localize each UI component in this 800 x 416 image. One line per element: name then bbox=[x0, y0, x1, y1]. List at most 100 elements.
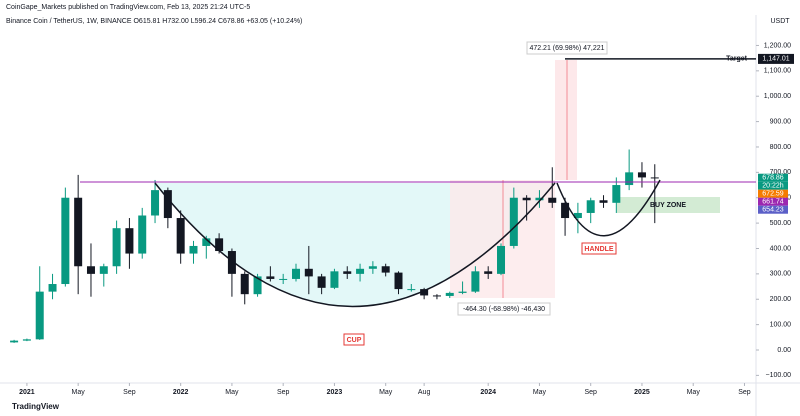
price-tag bbox=[758, 205, 788, 214]
candle-body bbox=[599, 200, 608, 203]
y-tick-label: 900.00 bbox=[770, 118, 792, 125]
y-tick-label: 100.00 bbox=[770, 321, 792, 328]
candle-body bbox=[625, 172, 634, 186]
countdown-tag bbox=[758, 181, 788, 190]
candle-body bbox=[215, 238, 224, 252]
x-tick-label: Aug bbox=[418, 389, 431, 396]
candle-body bbox=[138, 215, 147, 254]
measure-down-label: -464.30 (-68.98%) -46,430 bbox=[463, 306, 545, 313]
x-tick-label: May bbox=[533, 389, 547, 396]
cup-box bbox=[343, 333, 365, 346]
cup-label: CUP bbox=[347, 337, 362, 344]
candle-body bbox=[48, 284, 57, 292]
candle-body bbox=[471, 271, 480, 292]
candle-body bbox=[484, 271, 493, 274]
target-tag bbox=[758, 53, 794, 64]
x-tick-label: 2023 bbox=[327, 389, 343, 396]
x-tick-label: Sep bbox=[584, 389, 597, 396]
candle-body bbox=[381, 266, 390, 273]
x-tick-label: 2024 bbox=[480, 389, 496, 396]
candle-body bbox=[432, 295, 441, 297]
y-tick-label: 1,200.00 bbox=[764, 42, 791, 49]
candle-body bbox=[10, 340, 19, 343]
candle-body bbox=[99, 266, 108, 274]
y-tick-label: 200.00 bbox=[770, 296, 792, 303]
buy-zone bbox=[617, 197, 720, 213]
measure-down-label-box bbox=[457, 302, 551, 316]
target-value: 1,147.01 bbox=[762, 56, 789, 63]
symbol-info: Binance Coin / TetherUS, 1W, BINANCE O61… bbox=[6, 18, 302, 25]
candle-body bbox=[125, 228, 134, 254]
y-tick-label: 300.00 bbox=[770, 271, 792, 278]
candle-body bbox=[573, 212, 582, 219]
measure-up-label: 472.21 (69.98%) 47,221 bbox=[529, 45, 604, 52]
currency: USDT bbox=[770, 18, 790, 25]
candle-body bbox=[61, 197, 70, 285]
candle-body bbox=[637, 172, 646, 178]
plot bbox=[10, 149, 659, 343]
candle-body bbox=[612, 185, 621, 203]
candle-body bbox=[176, 218, 185, 254]
candle-body bbox=[445, 292, 454, 296]
price-tag bbox=[758, 173, 788, 182]
candle-body bbox=[497, 245, 506, 274]
candle-body bbox=[279, 278, 288, 280]
candle-body bbox=[74, 197, 83, 267]
buy-zone-label: BUY ZONE bbox=[650, 202, 686, 209]
handle-box bbox=[581, 242, 617, 255]
x-tick-label: 2022 bbox=[173, 389, 189, 396]
x-tick-label: May bbox=[687, 389, 701, 396]
measure-up-box bbox=[555, 60, 577, 180]
x-tick-label: 2021 bbox=[19, 389, 35, 396]
candle-body bbox=[163, 190, 172, 219]
header: CoinGape_Markets published on TradingVie… bbox=[6, 4, 250, 11]
y-tick-label: 400.00 bbox=[770, 245, 792, 252]
y-tick-label: 700.00 bbox=[770, 169, 792, 176]
price-tag-label: 678.86 bbox=[762, 175, 784, 182]
candle-body bbox=[368, 266, 377, 269]
y-tick-label: 0.00 bbox=[777, 347, 791, 354]
candle-body bbox=[586, 200, 595, 213]
candle-body bbox=[356, 268, 365, 274]
price-tag bbox=[758, 189, 788, 198]
candle-body bbox=[535, 197, 544, 201]
x-tick-label: 2025 bbox=[634, 389, 650, 396]
y-tick-label: 800.00 bbox=[770, 144, 792, 151]
measure-up-label-box bbox=[526, 41, 608, 55]
candle-body bbox=[343, 271, 352, 274]
candle-body bbox=[112, 228, 121, 267]
y-tick-label: −100.00 bbox=[766, 372, 792, 379]
x-tick-label: May bbox=[72, 389, 86, 396]
y-tick-label: 500.00 bbox=[770, 220, 792, 227]
x-tick-label: Sep bbox=[123, 389, 136, 396]
branding: TradingView bbox=[12, 402, 60, 411]
candle-body bbox=[420, 289, 429, 296]
y-tick-label: 1,000.00 bbox=[764, 93, 791, 100]
candle-body bbox=[22, 339, 31, 341]
price-tag-label: 672.59 bbox=[762, 191, 784, 198]
candle-body bbox=[407, 289, 416, 291]
candle-body bbox=[458, 291, 467, 293]
candle-body bbox=[650, 177, 659, 179]
countdown: 20:22h bbox=[762, 183, 784, 190]
candle-body bbox=[151, 190, 160, 216]
candle-body bbox=[317, 276, 326, 288]
target-label: Target bbox=[726, 56, 748, 63]
x-tick-label: May bbox=[379, 389, 393, 396]
x-tick-label: Sep bbox=[277, 389, 290, 396]
candle-body bbox=[304, 268, 313, 277]
price-tag bbox=[758, 197, 788, 206]
candle-body bbox=[253, 276, 262, 295]
cup-curve bbox=[154, 182, 556, 308]
price-tag-label: 654.23 bbox=[762, 207, 784, 214]
candle-body bbox=[522, 197, 531, 201]
handle-curve bbox=[556, 179, 661, 237]
candle-body bbox=[35, 291, 44, 340]
handle-label: HANDLE bbox=[584, 246, 613, 253]
candle-body bbox=[548, 197, 557, 203]
candle-body bbox=[394, 272, 403, 290]
x-tick-label: May bbox=[225, 389, 239, 396]
price-tag-label: 661.74 bbox=[762, 199, 784, 206]
candle-body bbox=[291, 268, 300, 279]
